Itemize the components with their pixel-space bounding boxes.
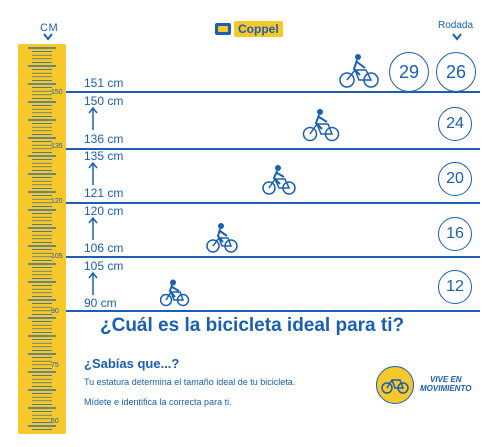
bicycle-rider-icon [160,279,190,307]
badge-line: VIVE EN [430,375,462,384]
range-top-label: 150 cm [84,94,124,108]
ruler-tick-label: 90 [51,308,59,315]
range-top-label: 135 cm [84,149,124,163]
range-top-label: 120 cm [84,204,124,218]
wheel-size-badge: 12 [438,270,472,304]
wheel-size-badge: 16 [438,217,472,251]
bicycle-rider-icon [302,109,340,142]
headline: ¿Cuál es la bicicleta ideal para ti? [100,315,405,336]
arrow-up-icon [88,162,98,185]
ruler-tick-label: 105 [51,253,63,260]
range-bottom-label: 90 cm [84,296,117,310]
divider-line [66,256,480,258]
smiley-bike-badge-icon [376,366,414,404]
bicycle-rider-icon [339,54,379,88]
height-ruler [18,44,66,434]
info-line: Tu estatura determina el tamaño ideal de… [84,377,296,387]
key-icon [215,23,231,35]
ruler-ticks [28,47,56,430]
range-bottom-label: 106 cm [84,241,124,255]
bicycle-rider-icon [262,165,296,195]
wheel-size-badge: 29 [389,52,429,92]
bicycle-icon [381,379,409,394]
brand-name: Coppel [234,21,283,37]
ruler-tick-label: 150 [51,89,63,96]
arrow-up-icon [88,272,98,295]
range-top-label: 105 cm [84,259,124,273]
badge-text: VIVE EN MOVIMIENTO [420,375,471,393]
ruler-tick-label: 75 [51,362,59,369]
range-top-label: 151 cm [84,76,124,90]
divider-line [66,310,480,312]
arrow-up-icon [88,107,98,130]
badge-line: MOVIMIENTO [420,384,472,393]
chevron-down-icon [452,33,462,41]
ruler-tick-label: 60 [51,418,59,425]
range-bottom-label: 136 cm [84,132,124,146]
info-line: Mídete e identifica la correcta para ti. [84,397,232,407]
divider-line [66,91,480,93]
bicycle-rider-icon [206,223,238,253]
arrow-up-icon [88,217,98,240]
chevron-down-icon [43,33,53,41]
brand-logo: Coppel [215,20,283,38]
range-bottom-label: 121 cm [84,186,124,200]
rodada-label: Rodada [438,20,474,31]
info-title: ¿Sabías que...? [84,356,180,371]
divider-line [66,202,480,204]
cm-label: CM [40,22,59,34]
wheel-size-badge: 24 [438,107,472,141]
ruler-tick-label: 120 [51,198,63,205]
wheel-size-badge: 26 [436,52,476,92]
divider-line [66,148,480,150]
ruler-tick-label: 135 [51,143,63,150]
wheel-size-badge: 20 [438,162,472,196]
